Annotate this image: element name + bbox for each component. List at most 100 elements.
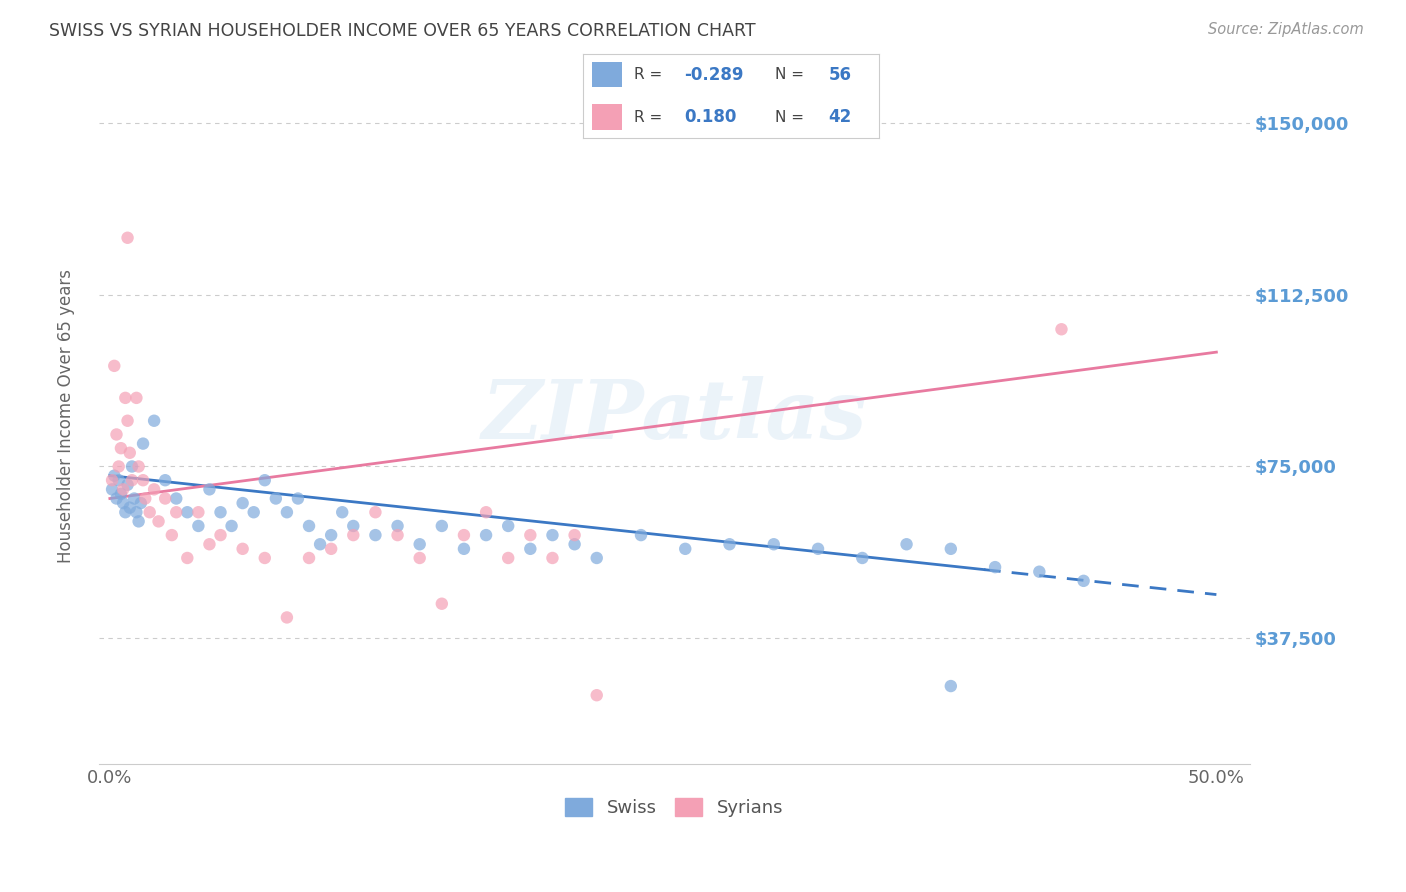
Point (673, 541, 696, 556)
Point (221, 519, 243, 533)
Point (176, 505, 198, 519)
Point (762, 537, 785, 551)
Text: Source: ZipAtlas.com: Source: ZipAtlas.com (1208, 22, 1364, 37)
Point (253, 473, 276, 487)
Text: R =: R = (634, 110, 666, 125)
Point (342, 519, 364, 533)
Point (321, 541, 343, 556)
Point (132, 473, 155, 487)
Point (187, 505, 209, 519)
Point (125, 391, 148, 405)
Text: 42: 42 (828, 108, 852, 126)
Point (134, 491, 156, 506)
Point (408, 551, 430, 566)
Point (253, 551, 276, 566)
Point (541, 528, 564, 542)
Y-axis label: Householder Income Over 65 years: Householder Income Over 65 years (58, 269, 75, 563)
Point (1073, 574, 1095, 588)
Point (122, 491, 145, 506)
Text: ZIPatlas: ZIPatlas (481, 376, 868, 456)
Point (160, 528, 183, 542)
Point (105, 427, 128, 442)
Point (125, 505, 148, 519)
Point (342, 528, 364, 542)
Point (519, 528, 541, 542)
Point (209, 505, 232, 519)
Point (430, 519, 453, 533)
Point (496, 519, 519, 533)
Point (475, 505, 498, 519)
Point (165, 491, 187, 506)
Point (103, 468, 125, 483)
Point (287, 491, 309, 506)
Point (309, 537, 332, 551)
Point (117, 231, 139, 245)
Point (387, 528, 409, 542)
Bar (592, 62, 621, 87)
Point (129, 496, 152, 510)
Point (851, 551, 873, 566)
Point (105, 491, 128, 506)
Point (107, 459, 129, 474)
Point (364, 528, 387, 542)
Point (564, 537, 586, 551)
Point (807, 541, 830, 556)
Point (232, 496, 254, 510)
Point (112, 496, 135, 510)
Point (984, 560, 1007, 574)
Point (198, 537, 221, 551)
Point (896, 537, 918, 551)
Point (541, 551, 564, 566)
Point (118, 446, 141, 460)
Point (1028, 565, 1050, 579)
Bar (592, 104, 621, 130)
Point (121, 459, 143, 474)
Point (117, 414, 139, 428)
Point (475, 528, 498, 542)
Text: -0.289: -0.289 (683, 66, 744, 84)
Legend: Swiss, Syrians: Swiss, Syrians (558, 790, 790, 824)
Point (496, 551, 519, 566)
Text: N =: N = (776, 67, 810, 82)
Point (939, 679, 962, 693)
Text: SWISS VS SYRIAN HOUSEHOLDER INCOME OVER 65 YEARS CORRELATION CHART: SWISS VS SYRIAN HOUSEHOLDER INCOME OVER … (49, 22, 756, 40)
Point (1050, 322, 1073, 336)
Point (585, 551, 607, 566)
Text: 0.180: 0.180 (683, 108, 737, 126)
Point (430, 597, 453, 611)
Point (138, 505, 160, 519)
Point (128, 459, 150, 474)
Point (114, 391, 136, 405)
Point (132, 436, 155, 450)
Point (242, 505, 264, 519)
Point (453, 541, 475, 556)
Point (585, 688, 607, 702)
Point (519, 541, 541, 556)
Point (118, 500, 141, 515)
Point (298, 519, 321, 533)
Point (101, 483, 124, 497)
Point (148, 515, 170, 529)
Point (103, 359, 125, 373)
Point (143, 483, 166, 497)
Point (364, 505, 387, 519)
Point (143, 414, 166, 428)
Point (298, 551, 321, 566)
Point (101, 473, 124, 487)
Point (939, 541, 962, 556)
Point (153, 491, 176, 506)
Point (110, 441, 132, 455)
Point (232, 541, 254, 556)
Point (408, 537, 430, 551)
Point (117, 477, 139, 491)
Point (564, 528, 586, 542)
Text: N =: N = (776, 110, 810, 125)
Point (276, 610, 298, 624)
Point (209, 528, 232, 542)
Point (114, 505, 136, 519)
Point (453, 528, 475, 542)
Point (128, 515, 150, 529)
Point (330, 505, 353, 519)
Point (107, 473, 129, 487)
Text: 56: 56 (828, 66, 852, 84)
